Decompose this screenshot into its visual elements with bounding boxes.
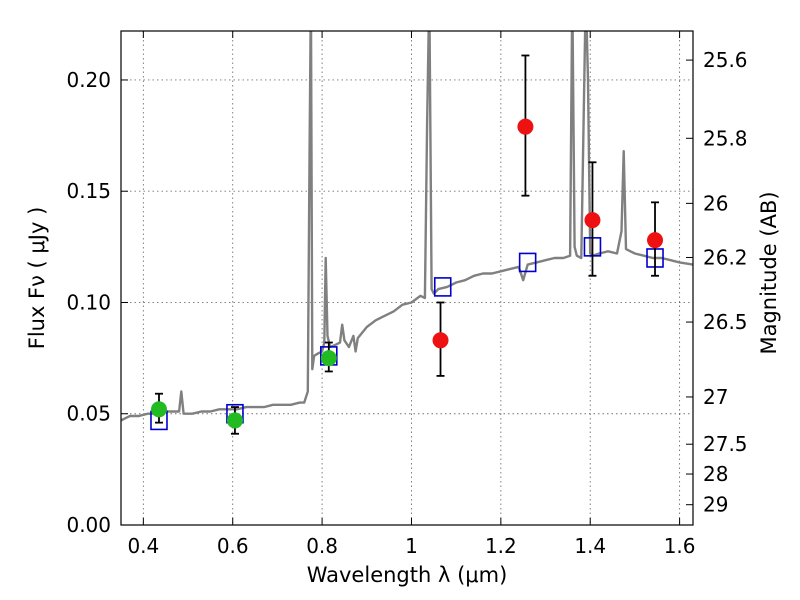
y-axis-label: Flux Fν ( μJy ) (25, 207, 49, 350)
x-tick-label: 1.6 (664, 534, 696, 558)
infrared-point (517, 118, 534, 135)
x-tick-label: 1 (405, 534, 418, 558)
model-square (433, 277, 452, 297)
magnitude-tick-label: 27.5 (703, 432, 748, 456)
infrared-point (432, 332, 449, 349)
optical-point (226, 412, 243, 429)
plot-area (121, 31, 693, 435)
y-tick-label: 0.05 (66, 402, 111, 426)
magnitude-tick-label: 25.6 (703, 48, 748, 72)
magnitude-tick-label: 26.2 (703, 245, 748, 269)
infrared-point (584, 212, 601, 229)
axes: 0.4 0.6 0.8 1 1.2 1.4 1.6 0.00 0.05 0.10 0.15 0.20 2… (66, 30, 748, 558)
optical-point (150, 401, 167, 418)
x-tick-label: 0.6 (217, 534, 249, 558)
x-axis-label: Wavelength λ (μm) (307, 563, 508, 587)
x-tick-label: 1.4 (574, 534, 606, 558)
magnitude-tick-label: 26.5 (703, 310, 748, 334)
magnitude-axis-label: Magnitude (AB) (757, 191, 781, 354)
infrared-point (647, 232, 664, 249)
magnitude-tick-label: 29 (703, 493, 728, 517)
magnitude-tick-label: 26 (703, 191, 728, 215)
model-square (518, 252, 537, 273)
optical-point (320, 350, 337, 367)
magnitude-tick-label: 27 (703, 385, 728, 409)
x-tick-label: 1.2 (485, 534, 517, 558)
x-tick-label: 0.8 (306, 534, 338, 558)
magnitude-tick-label: 25.8 (703, 126, 748, 150)
grid (121, 31, 693, 526)
magnitude-tick-label: 28 (703, 462, 728, 486)
y-tick-label: 0.15 (66, 179, 111, 203)
plot-frame (120, 30, 694, 526)
spectrum-line (121, 31, 693, 422)
y-tick-label: 0.20 (66, 68, 111, 92)
x-tick-label: 0.4 (127, 534, 159, 558)
y-tick-label: 0.00 (66, 513, 111, 537)
y-tick-label: 0.10 (66, 290, 111, 314)
